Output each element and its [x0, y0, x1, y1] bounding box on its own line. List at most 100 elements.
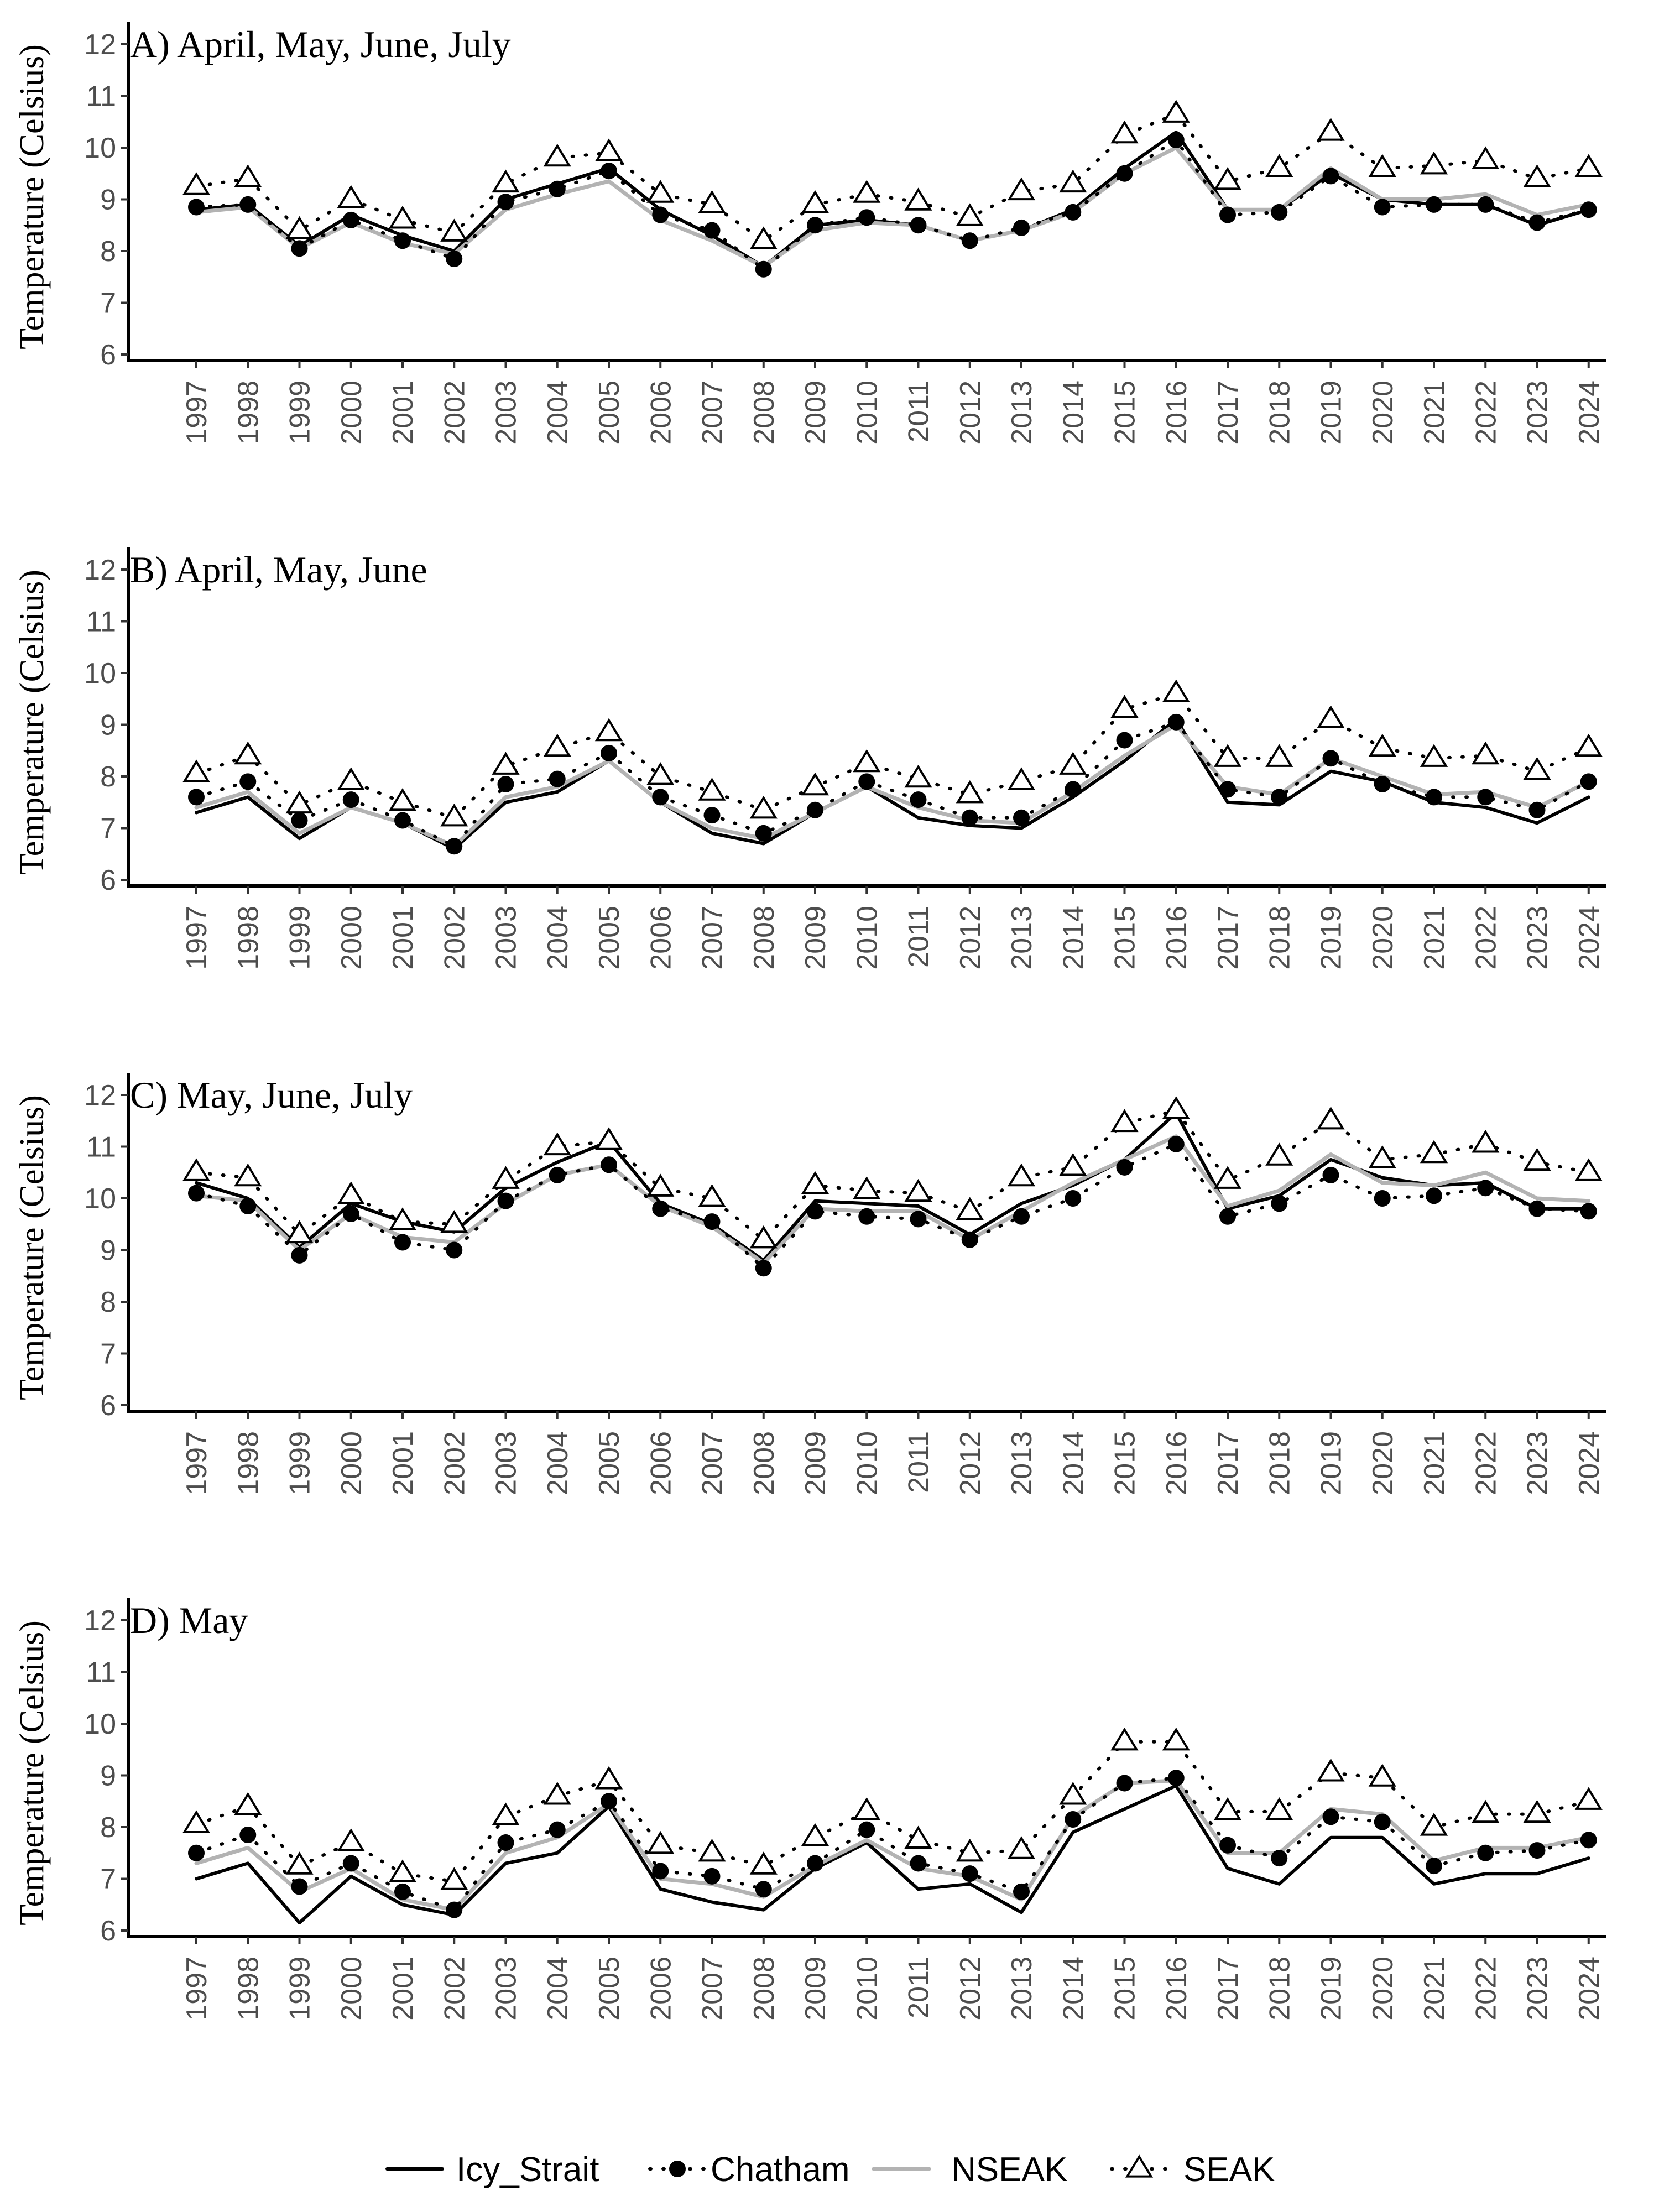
series-seak — [182, 100, 1603, 249]
x-tick-label: 1998 — [232, 380, 264, 445]
x-tick-label: 2014 — [1057, 906, 1089, 970]
x-tick-label: 2024 — [1573, 1957, 1605, 2021]
data-point — [1059, 1782, 1087, 1805]
data-point — [1116, 1159, 1133, 1176]
x-tick-label: 2010 — [851, 1431, 883, 1495]
y-tick-label: 8 — [100, 1812, 116, 1844]
x-tick-label: 2013 — [1006, 380, 1038, 445]
data-point — [1265, 154, 1293, 177]
x-tick-label: 2019 — [1316, 906, 1348, 970]
data-point — [853, 1176, 881, 1199]
data-point — [1523, 757, 1551, 780]
panel-b: 6 7 8 9 10 11 12 1997 1998 1999 2000 2001 2002 2003 20… — [13, 547, 1606, 970]
data-point — [1426, 1187, 1442, 1204]
data-point — [910, 1855, 927, 1872]
data-point — [1065, 1811, 1082, 1828]
data-point — [188, 1844, 205, 1861]
data-point — [853, 749, 881, 773]
data-point — [1374, 1190, 1391, 1207]
data-point — [388, 206, 417, 229]
data-point — [388, 1207, 417, 1230]
x-tick-label: 2013 — [1006, 1431, 1038, 1495]
x-tick-label: 2011 — [903, 906, 935, 968]
x-tick-label: 2019 — [1316, 380, 1348, 445]
x-tick-label: 2021 — [1418, 1431, 1451, 1495]
data-point — [652, 1200, 669, 1217]
data-point — [904, 1825, 932, 1849]
data-point — [1265, 1142, 1293, 1166]
data-point — [1162, 100, 1190, 123]
data-point — [1528, 801, 1546, 818]
x-tick-label: 2008 — [748, 1957, 780, 2021]
x-tick-label: 2009 — [800, 906, 832, 970]
x-tick-label: 2021 — [1418, 906, 1451, 970]
data-point — [601, 163, 617, 180]
series-line — [195, 1740, 1590, 1884]
data-point — [1477, 1844, 1494, 1861]
data-point — [239, 773, 257, 790]
data-point — [1420, 151, 1448, 175]
y-tick-label: 12 — [84, 1079, 116, 1112]
x-tick-label: 2005 — [593, 906, 625, 970]
x-tick-label: 2014 — [1057, 1957, 1089, 2021]
data-point — [291, 812, 308, 829]
data-point — [1013, 219, 1030, 236]
x-tick-label: 1999 — [284, 1431, 316, 1495]
data-point — [910, 791, 927, 808]
data-point — [549, 1821, 566, 1838]
data-point — [1317, 1106, 1345, 1130]
data-point — [291, 1246, 308, 1264]
data-point — [601, 1793, 617, 1810]
data-point — [497, 1834, 514, 1851]
data-point — [394, 812, 411, 829]
series-chatham — [188, 1770, 1597, 1918]
data-point — [1368, 733, 1396, 757]
x-tick-label: 2020 — [1367, 380, 1399, 445]
x-tick-label: 2020 — [1367, 906, 1399, 970]
legend-item-chatham: Chatham — [648, 2151, 850, 2189]
x-tick-label: 2006 — [645, 906, 677, 970]
data-point — [956, 1197, 984, 1220]
data-point — [188, 789, 205, 806]
x-tick-label: 2007 — [697, 906, 729, 970]
data-point — [234, 164, 262, 187]
data-point — [337, 185, 365, 208]
data-point — [1472, 1799, 1500, 1823]
legend-item-seak: SEAK — [1110, 2151, 1275, 2189]
data-point — [182, 1810, 211, 1833]
x-tick-label: 2024 — [1573, 380, 1605, 445]
series-nseak — [194, 1778, 1591, 1912]
data-point — [1116, 165, 1133, 182]
y-tick-label: 6 — [100, 1390, 116, 1422]
x-tick-label: 2015 — [1109, 906, 1141, 970]
data-point — [497, 1192, 514, 1209]
x-tick-label: 2000 — [336, 380, 368, 445]
data-point — [1420, 1140, 1448, 1164]
data-point — [1213, 166, 1242, 190]
data-point — [1472, 741, 1500, 765]
y-tick-label: 9 — [100, 1235, 116, 1267]
x-tick-label: 2014 — [1057, 1431, 1089, 1495]
data-point — [1116, 732, 1133, 749]
data-point — [234, 741, 262, 765]
series-line — [195, 1784, 1590, 1924]
data-point — [755, 1881, 772, 1898]
data-point — [1271, 789, 1288, 806]
data-point — [285, 216, 314, 239]
data-point — [1472, 1129, 1500, 1153]
data-point — [1271, 204, 1288, 221]
y-axis-title: Temperature (Celsius) — [13, 1095, 51, 1400]
data-point — [1110, 120, 1139, 144]
x-tick-label: 2023 — [1522, 1431, 1554, 1495]
y-tick-label: 12 — [84, 29, 116, 61]
data-point — [446, 1901, 463, 1918]
data-point — [1368, 1145, 1396, 1168]
x-tick-label: 2004 — [542, 906, 574, 970]
data-point — [1162, 1727, 1190, 1751]
data-point — [1374, 776, 1391, 793]
x-tick-label: 2019 — [1316, 1431, 1348, 1495]
data-point — [1213, 744, 1242, 767]
x-tick-label: 2023 — [1522, 380, 1554, 445]
x-tick-label: 2007 — [697, 1957, 729, 2021]
data-point — [755, 1260, 772, 1277]
